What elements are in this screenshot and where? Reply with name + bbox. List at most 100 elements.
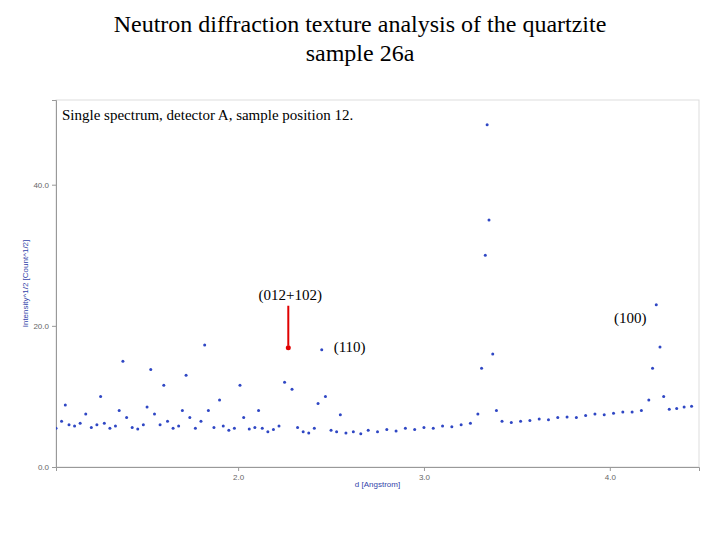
data-point <box>121 360 124 363</box>
x-tick-mark <box>610 467 611 471</box>
data-point <box>690 405 693 408</box>
data-point <box>683 406 686 409</box>
data-point <box>142 423 145 426</box>
y-tick-mark <box>52 467 56 468</box>
data-point <box>131 426 134 429</box>
data-point <box>584 414 587 417</box>
data-point <box>99 395 102 398</box>
data-point <box>68 423 71 426</box>
data-point <box>146 406 149 409</box>
data-point <box>60 420 63 423</box>
data-point <box>367 429 370 432</box>
data-point <box>575 416 578 419</box>
data-point <box>422 426 425 429</box>
data-point <box>491 353 494 356</box>
y-axis-line <box>52 101 57 468</box>
annotation-arrow <box>287 306 289 346</box>
annotation-label: (100) <box>614 310 647 327</box>
data-point <box>395 430 398 433</box>
data-point <box>227 429 230 432</box>
data-point <box>528 419 531 422</box>
data-point <box>194 427 197 430</box>
data-point <box>486 123 489 126</box>
y-tick-mark <box>52 185 56 186</box>
data-point <box>647 398 650 401</box>
data-point <box>495 409 498 412</box>
data-point <box>218 398 221 401</box>
x-tick-mark <box>238 467 239 471</box>
data-point <box>330 429 333 432</box>
data-point <box>621 410 624 413</box>
data-point <box>538 418 541 421</box>
data-point <box>668 408 671 411</box>
data-point <box>317 402 320 405</box>
x-axis-line <box>57 468 700 472</box>
data-point <box>153 413 156 416</box>
data-point <box>320 348 323 351</box>
data-point <box>207 409 210 412</box>
data-point <box>484 254 487 257</box>
data-point <box>519 420 522 423</box>
data-point <box>631 410 634 413</box>
data-point <box>248 427 251 430</box>
data-point <box>640 409 643 412</box>
data-point <box>302 430 305 433</box>
data-point <box>441 425 444 428</box>
data-point <box>278 425 281 428</box>
data-point <box>84 413 87 416</box>
y-tick-mark <box>52 326 56 327</box>
data-point <box>385 428 388 431</box>
data-point <box>261 427 264 430</box>
data-point <box>118 409 121 412</box>
data-point <box>233 427 236 430</box>
data-point <box>476 413 479 416</box>
data-point <box>257 409 260 412</box>
data-point <box>253 426 256 429</box>
data-point <box>339 413 342 416</box>
data-point <box>352 430 355 433</box>
data-point <box>675 407 678 410</box>
y-tick-label: 40.0 <box>33 181 49 190</box>
data-point <box>662 395 665 398</box>
data-point <box>404 427 407 430</box>
y-tick-label: 0.0 <box>38 463 50 472</box>
x-tick-mark <box>424 467 425 471</box>
data-point <box>181 409 184 412</box>
data-point <box>95 423 98 426</box>
data-point <box>188 416 191 419</box>
data-point <box>651 367 654 370</box>
data-point <box>103 422 106 425</box>
data-point <box>510 421 513 424</box>
x-axis-title: d [Angstrom] <box>355 480 400 489</box>
data-point <box>125 416 128 419</box>
data-point <box>432 427 435 430</box>
data-point <box>488 218 491 221</box>
data-point <box>108 427 111 430</box>
data-point <box>593 413 596 416</box>
data-point <box>64 403 67 406</box>
data-point <box>266 430 269 433</box>
data-point <box>612 412 615 415</box>
annotations: (012+102)(110)(100) <box>258 287 646 356</box>
annotation-label: (012+102) <box>258 287 321 304</box>
y-tick-label: 20.0 <box>33 322 49 331</box>
data-point <box>313 427 316 430</box>
data-point <box>359 432 362 435</box>
data-point <box>172 427 175 430</box>
data-point <box>658 346 661 349</box>
data-point <box>283 381 286 384</box>
data-point <box>296 426 299 429</box>
data-point <box>603 413 606 416</box>
data-point <box>162 384 165 387</box>
data-point <box>222 425 225 428</box>
data-point <box>166 420 169 423</box>
x-tick-label: 4.0 <box>605 473 617 482</box>
data-point <box>547 418 550 421</box>
data-point <box>291 388 294 391</box>
data-point <box>238 384 241 387</box>
data-point <box>335 430 338 433</box>
data-point <box>136 427 139 430</box>
data-point <box>469 422 472 425</box>
x-tick: 2.0 <box>233 467 245 482</box>
data-point <box>460 423 463 426</box>
